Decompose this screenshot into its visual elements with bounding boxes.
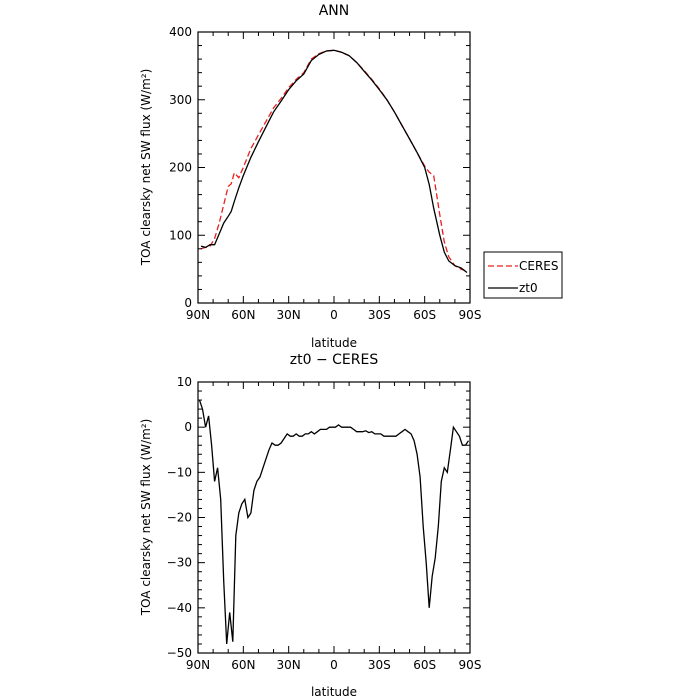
x-tick-label: 90N (186, 658, 210, 672)
x-tick-label: 0 (330, 308, 338, 322)
top-chart-title: ANN (319, 3, 350, 19)
x-tick-label: 90S (459, 308, 482, 322)
top-plot-frame (197, 31, 471, 304)
legend-label-ceres: CERES (519, 259, 559, 273)
y-tick-label: 200 (169, 161, 192, 175)
x-tick-label: 30N (277, 658, 301, 672)
y-tick-label: −30 (167, 556, 192, 570)
x-tick-label: 60S (413, 658, 436, 672)
top-x-axis-label: latitude (311, 336, 357, 350)
series-line-zt0 (200, 49, 468, 274)
y-tick-label: −40 (167, 601, 192, 615)
y-tick-label: 0 (184, 296, 192, 310)
y-tick-label: 400 (169, 25, 192, 39)
top-chart: ANN 90N 60N 30N 0 30S 60S 90S 0 100 200 300 400 lat… (139, 3, 563, 350)
bottom-chart-title: zt0 − CERES (290, 352, 379, 368)
y-tick-label: −10 (167, 465, 192, 479)
x-tick-label: 60N (231, 658, 255, 672)
bottom-chart: zt0 − CERES 90N 60N 30N 0 30S 60S 90S −50 −40 −30… (139, 352, 481, 699)
bottom-y-axis-label: TOA clearsky net SW flux (W/m²) (139, 419, 153, 617)
series-line-difference (198, 399, 470, 645)
x-tick-label: 60N (231, 308, 255, 322)
x-tick-label: 90S (459, 658, 482, 672)
y-tick-label: −50 (167, 646, 192, 660)
x-tick-label: 30S (368, 308, 391, 322)
y-tick-label: 300 (169, 93, 192, 107)
legend-box (483, 251, 563, 299)
y-tick-label: 100 (169, 228, 192, 242)
x-tick-label: 90N (186, 308, 210, 322)
x-tick-label: 30S (368, 658, 391, 672)
x-tick-label: 30N (277, 308, 301, 322)
x-tick-label: 60S (413, 308, 436, 322)
y-tick-label: −20 (167, 511, 192, 525)
x-tick-label: 0 (330, 658, 338, 672)
legend: CERES zt0 (483, 251, 563, 299)
series-line-ceres (200, 49, 468, 272)
top-y-axis-label: TOA clearsky net SW flux (W/m²) (139, 69, 153, 267)
bottom-x-axis-label: latitude (311, 685, 357, 699)
y-tick-label: 10 (177, 375, 192, 389)
y-tick-label: 0 (184, 420, 192, 434)
legend-label-zt0: zt0 (519, 281, 538, 295)
